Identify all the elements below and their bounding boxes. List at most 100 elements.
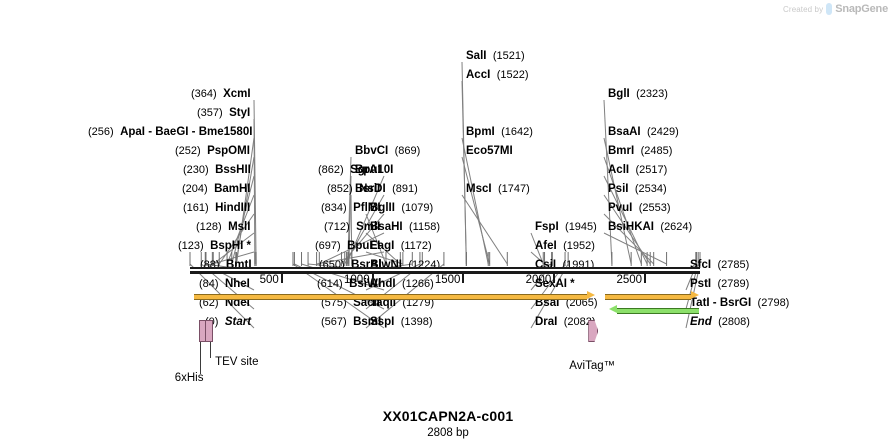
enzyme-site-label: BglII (1079): [370, 202, 433, 214]
enzyme-name: AccI: [466, 69, 491, 81]
enzyme-site-label: (567) BsmI: [321, 316, 381, 328]
ruler-tick: [644, 274, 647, 283]
page-title: XX01CAPN2A-c001: [382, 408, 514, 424]
enzyme-position: (2785): [717, 259, 750, 271]
enzyme-site-label: BsaHI (1158): [370, 221, 440, 233]
enzyme-name: EagI: [370, 240, 395, 252]
enzyme-site-label: (62) NdeI: [199, 297, 250, 309]
enzyme-site-label: (230) BssHII: [183, 164, 251, 176]
feature-label: 6xHis: [174, 372, 204, 384]
enzyme-position: (84): [199, 278, 219, 290]
feature-label: TEV site: [215, 356, 259, 368]
enzyme-name: BsmI: [353, 316, 382, 328]
enzyme-name: PflMI: [353, 202, 381, 214]
enzyme-site-label: PsiI (2534): [608, 183, 667, 195]
enzyme-site-label: EagI (1172): [370, 240, 432, 252]
ruler-tick: [280, 274, 283, 283]
ruler-tick-label: 500: [259, 274, 279, 286]
enzyme-name-separator: -: [709, 297, 720, 309]
watermark-brand: SnapGene: [835, 3, 888, 15]
enzyme-site-label: BsaI (2065): [535, 297, 597, 309]
enzyme-name: BsaI: [535, 297, 560, 309]
enzyme-position: (2798): [757, 297, 790, 309]
enzyme-site-label: BpmI (1642): [466, 126, 533, 138]
enzyme-position: (2624): [660, 221, 693, 233]
enzyme-position: (161): [183, 202, 209, 214]
enzyme-name: StyI: [229, 107, 251, 119]
enzyme-name: BsiHKAI: [608, 221, 655, 233]
enzyme-site-label: Bpu10I: [355, 164, 393, 176]
enzyme-position: (834): [321, 202, 347, 214]
ruler-tick: [371, 274, 374, 283]
coordinate-ruler: 500 1000 1500 2000 2500: [0, 274, 896, 296]
enzyme-position: (1079): [401, 202, 434, 214]
ruler-tick-label: 2000: [525, 274, 552, 286]
enzyme-name: AclI: [608, 164, 630, 176]
enzyme-position: (2485): [640, 145, 673, 157]
enzyme-site-label: (256) ApaI - BaeGI - Bme1580I: [88, 126, 252, 138]
feature-label: AviTag™: [569, 360, 616, 372]
enzyme-name: BsrDI: [355, 183, 386, 195]
enzyme-site-label: Eco57MI: [466, 145, 513, 157]
enzyme-name: PspOMI: [207, 145, 250, 157]
enzyme-site-label: MscI (1747): [466, 183, 530, 195]
enzyme-name: Eco57MI: [466, 145, 513, 157]
enzyme-name: Bme1580I: [198, 126, 253, 138]
orf-arrow-shaft: [605, 293, 691, 300]
enzyme-position: (1642): [501, 126, 533, 138]
enzyme-position: (575): [321, 297, 347, 309]
enzyme-site-label: SalI (1521): [466, 50, 525, 62]
sequence-feature: [205, 320, 214, 342]
orf-arrow-head: [587, 291, 595, 299]
enzyme-position: (204): [182, 183, 208, 195]
enzyme-leader-line: [365, 213, 387, 265]
enzyme-name: MslI: [228, 221, 251, 233]
enzyme-site-label: AccI (1522): [466, 69, 528, 81]
snapgene-watermark: Created by SnapGene: [783, 3, 888, 15]
enzyme-site-label: BmrI (2485): [608, 145, 672, 157]
orf-arrow: [608, 305, 699, 314]
enzyme-name: BspHI *: [210, 240, 251, 252]
ruler-tick: [553, 274, 556, 283]
orf-arrow: [605, 291, 699, 300]
enzyme-name: ApaI: [120, 126, 145, 138]
enzyme-site-label: BsaAI (2429): [608, 126, 679, 138]
enzyme-position: (1521): [492, 50, 525, 62]
enzyme-position: (357): [197, 107, 223, 119]
enzyme-position: (2517): [635, 164, 668, 176]
enzyme-leader-line: [603, 232, 667, 265]
feature-glyph: [588, 320, 599, 342]
enzyme-site-label: (123) BspHI *: [178, 240, 251, 252]
enzyme-name: NdeI: [224, 297, 250, 309]
enzyme-site-label: SfcI (2785): [690, 259, 749, 271]
enzyme-position: (1158): [409, 221, 440, 233]
enzyme-name: BaeGI: [155, 126, 189, 138]
enzyme-name: BssHII: [215, 164, 251, 176]
enzyme-name: XcmI: [223, 88, 251, 100]
enzyme-name: BsaAI: [608, 126, 641, 138]
enzyme-leader-line: [461, 80, 467, 265]
enzyme-leader-line: [347, 156, 352, 265]
enzyme-name: SalI: [466, 50, 487, 62]
enzyme-leader-line: [348, 175, 352, 265]
enzyme-leader-line: [365, 251, 404, 265]
enzyme-site-label: BsrDI (891): [355, 183, 418, 195]
enzyme-name: Bpu10I: [355, 164, 394, 176]
enzyme-position: (2808): [718, 316, 750, 328]
enzyme-site-label: End (2808): [690, 316, 750, 328]
ruler-tick-label: 1500: [434, 274, 461, 286]
enzyme-leader-line: [461, 194, 508, 265]
snapgene-logo-icon: [826, 3, 833, 15]
enzyme-leader-line: [530, 232, 544, 265]
enzyme-name: BsaHI: [370, 221, 403, 233]
enzyme-site-label: BglI (2323): [608, 88, 668, 100]
enzyme-name: TatI: [690, 297, 710, 309]
enzyme-site-label: PvuI (2553): [608, 202, 670, 214]
enzyme-name: AhdI: [370, 278, 396, 290]
enzyme-name: NheI: [224, 278, 250, 290]
enzyme-site-label: AhdI (1266): [370, 278, 434, 290]
enzyme-leader-line: [346, 175, 385, 265]
enzyme-site-label: DraI (2082): [535, 316, 596, 328]
enzyme-name: TaqII: [370, 297, 396, 309]
